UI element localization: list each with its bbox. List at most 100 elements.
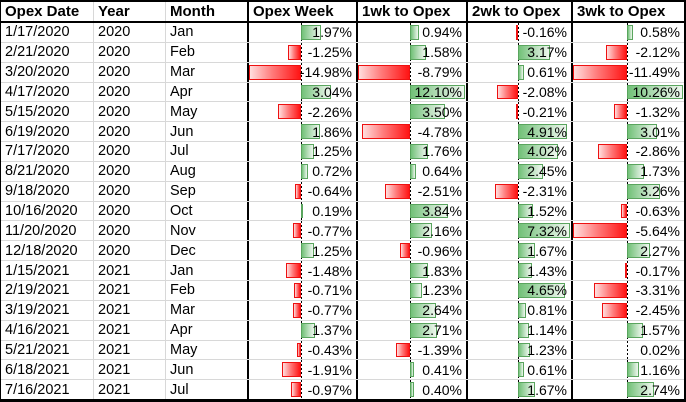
cell-opex-date[interactable]: 10/16/2020 <box>1 201 94 221</box>
cell-opex-week[interactable]: -1.91% <box>247 360 356 380</box>
cell-2wk-to-opex[interactable]: 1.52% <box>466 201 571 221</box>
cell-month[interactable]: Aug <box>170 163 196 180</box>
cell-2wk-to-opex[interactable]: 1.43% <box>466 261 571 280</box>
cell-opex-date[interactable]: 1/15/2021 <box>1 261 94 280</box>
cell-3wk-to-opex[interactable]: -11.49% <box>571 62 684 82</box>
cell-month[interactable]: Dec <box>170 242 196 259</box>
cell-1wk-to-opex[interactable]: 2.71% <box>356 320 466 340</box>
cell-1wk-to-opex[interactable]: 0.64% <box>356 161 466 181</box>
cell-2wk-to-opex[interactable]: -0.21% <box>466 102 571 122</box>
cell-opex-date[interactable]: 6/19/2020 <box>1 122 94 142</box>
cell-3wk-to-opex[interactable]: -2.12% <box>571 42 684 62</box>
column-header-year[interactable]: Year <box>94 2 166 21</box>
cell-opex-date[interactable]: 1/17/2020 <box>1 23 94 42</box>
cell-month[interactable]: Oct <box>170 203 193 220</box>
cell-year[interactable]: 2021 <box>94 261 166 280</box>
cell-1wk-to-opex[interactable]: 0.94% <box>356 23 466 42</box>
cell-3wk-to-opex[interactable]: -2.86% <box>571 142 684 161</box>
column-header-2wk-to-opex[interactable]: 2wk to Opex <box>466 2 571 21</box>
cell-year[interactable]: 2021 <box>94 360 166 380</box>
cell-2wk-to-opex[interactable]: 0.61% <box>466 62 571 82</box>
cell-1wk-to-opex[interactable]: -2.51% <box>356 181 466 201</box>
cell-opex-date[interactable]: 9/18/2020 <box>1 181 94 201</box>
cell-1wk-to-opex[interactable]: 0.40% <box>356 380 466 400</box>
column-header-1wk-to-opex[interactable]: 1wk to Opex <box>356 2 466 21</box>
cell-2wk-to-opex[interactable]: 7.32% <box>466 221 571 241</box>
cell-2wk-to-opex[interactable]: 1.67% <box>466 380 571 400</box>
cell-year[interactable]: 2020 <box>94 122 166 142</box>
cell-1wk-to-opex[interactable]: -4.78% <box>356 122 466 142</box>
cell-opex-week[interactable]: 1.86% <box>247 122 356 142</box>
cell-month[interactable]: Jul <box>170 381 189 398</box>
cell-month[interactable]: Jun <box>170 123 194 140</box>
cell-month[interactable]: Apr <box>170 322 193 339</box>
cell-1wk-to-opex[interactable]: 2.64% <box>356 300 466 320</box>
cell-year[interactable]: 2021 <box>94 320 166 340</box>
cell-3wk-to-opex[interactable]: 3.01% <box>571 122 684 142</box>
cell-3wk-to-opex[interactable]: 0.02% <box>571 340 684 360</box>
cell-opex-date[interactable]: 8/21/2020 <box>1 161 94 181</box>
cell-3wk-to-opex[interactable]: -0.63% <box>571 201 684 221</box>
column-header-month[interactable]: Month <box>170 3 215 20</box>
cell-opex-date[interactable]: 5/15/2020 <box>1 102 94 122</box>
cell-2wk-to-opex[interactable]: -0.16% <box>466 23 571 42</box>
cell-opex-date[interactable]: 5/21/2021 <box>1 340 94 360</box>
cell-opex-week[interactable]: -0.71% <box>247 280 356 300</box>
cell-2wk-to-opex[interactable]: 3.17% <box>466 42 571 62</box>
cell-opex-date[interactable]: 11/20/2020 <box>1 221 94 241</box>
cell-year[interactable]: 2020 <box>94 102 166 122</box>
cell-2wk-to-opex[interactable]: 4.91% <box>466 122 571 142</box>
cell-2wk-to-opex[interactable]: -2.08% <box>466 82 571 102</box>
cell-year[interactable]: 2021 <box>94 300 166 320</box>
cell-opex-date[interactable]: 3/20/2020 <box>1 62 94 82</box>
cell-opex-date[interactable]: 3/19/2021 <box>1 300 94 320</box>
cell-year[interactable]: 2020 <box>94 241 166 261</box>
cell-month[interactable]: Nov <box>170 222 196 239</box>
cell-3wk-to-opex[interactable]: 1.73% <box>571 161 684 181</box>
cell-2wk-to-opex[interactable]: -2.31% <box>466 181 571 201</box>
cell-2wk-to-opex[interactable]: 1.67% <box>466 241 571 261</box>
cell-opex-week[interactable]: 0.19% <box>247 201 356 221</box>
cell-year[interactable]: 2020 <box>94 23 166 42</box>
cell-month[interactable]: Sep <box>170 183 196 200</box>
cell-1wk-to-opex[interactable]: 0.41% <box>356 360 466 380</box>
cell-year[interactable]: 2020 <box>94 142 166 161</box>
cell-2wk-to-opex[interactable]: 0.61% <box>466 360 571 380</box>
cell-month[interactable]: May <box>170 341 198 358</box>
cell-month[interactable]: Mar <box>170 302 195 319</box>
cell-opex-date[interactable]: 2/21/2020 <box>1 42 94 62</box>
cell-opex-week[interactable]: 3.04% <box>247 82 356 102</box>
cell-3wk-to-opex[interactable]: 3.26% <box>571 181 684 201</box>
cell-opex-week[interactable]: 1.25% <box>247 142 356 161</box>
cell-month[interactable]: Feb <box>170 282 195 299</box>
cell-opex-week[interactable]: -0.43% <box>247 340 356 360</box>
cell-1wk-to-opex[interactable]: -8.79% <box>356 62 466 82</box>
cell-year[interactable]: 2020 <box>94 181 166 201</box>
cell-year[interactable]: 2020 <box>94 161 166 181</box>
cell-1wk-to-opex[interactable]: 1.58% <box>356 42 466 62</box>
cell-opex-week[interactable]: -1.48% <box>247 261 356 280</box>
cell-2wk-to-opex[interactable]: 4.02% <box>466 142 571 161</box>
cell-opex-week[interactable]: 1.97% <box>247 23 356 42</box>
cell-year[interactable]: 2021 <box>94 340 166 360</box>
cell-opex-week[interactable]: 1.25% <box>247 241 356 261</box>
cell-3wk-to-opex[interactable]: 1.16% <box>571 360 684 380</box>
cell-opex-week[interactable]: 0.72% <box>247 161 356 181</box>
cell-3wk-to-opex[interactable]: 2.27% <box>571 241 684 261</box>
cell-1wk-to-opex[interactable]: 3.50% <box>356 102 466 122</box>
cell-1wk-to-opex[interactable]: -0.96% <box>356 241 466 261</box>
cell-month[interactable]: Jun <box>170 361 194 378</box>
column-header-3wk-to-opex[interactable]: 3wk to Opex <box>571 2 684 21</box>
cell-1wk-to-opex[interactable]: 12.10% <box>356 82 466 102</box>
cell-3wk-to-opex[interactable]: 0.58% <box>571 23 684 42</box>
cell-month[interactable]: Jan <box>170 24 194 41</box>
cell-2wk-to-opex[interactable]: 1.23% <box>466 340 571 360</box>
cell-opex-week[interactable]: -1.25% <box>247 42 356 62</box>
cell-opex-date[interactable]: 4/16/2021 <box>1 320 94 340</box>
cell-2wk-to-opex[interactable]: 4.65% <box>466 280 571 300</box>
cell-2wk-to-opex[interactable]: 2.45% <box>466 161 571 181</box>
cell-opex-date[interactable]: 7/16/2021 <box>1 380 94 400</box>
cell-1wk-to-opex[interactable]: 2.16% <box>356 221 466 241</box>
column-header-opex-date[interactable]: Opex Date <box>1 2 94 21</box>
cell-opex-date[interactable]: 7/17/2020 <box>1 142 94 161</box>
